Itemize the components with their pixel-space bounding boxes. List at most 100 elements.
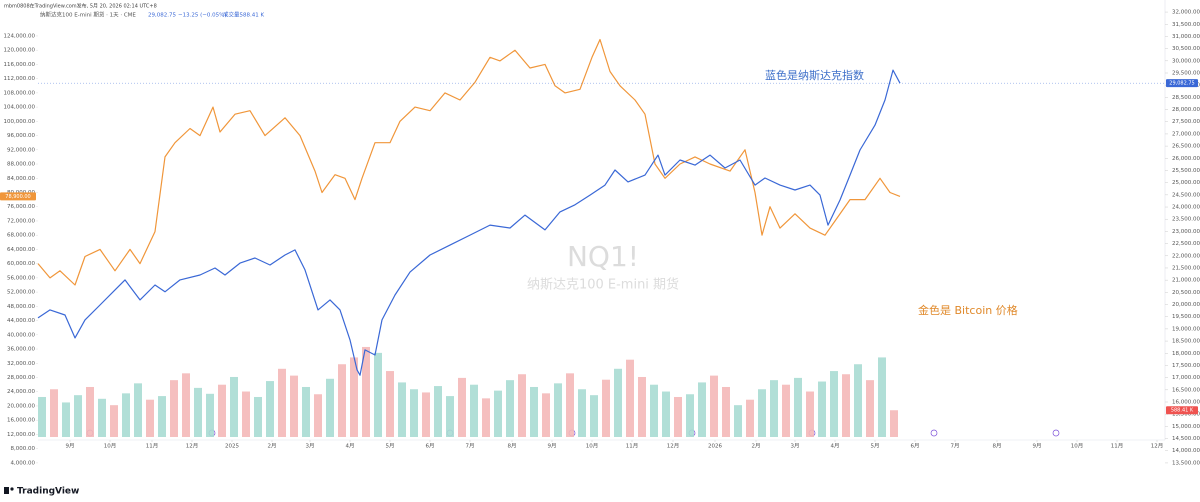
x-tick-label: 9月	[1033, 443, 1042, 450]
volume-bar	[158, 396, 166, 437]
series-line	[37, 38, 901, 286]
volume-bar	[374, 352, 382, 437]
x-tick-label: 10月	[1071, 443, 1084, 450]
volume-bar	[410, 389, 418, 437]
y2-tick-label: 20,000.00	[1172, 302, 1200, 308]
y2-tick-label: 25,500.00	[1172, 168, 1200, 174]
y2-tick-label: 32,000.00	[1172, 10, 1200, 16]
x-tick-label: 7月	[466, 443, 475, 450]
volume-bar	[662, 391, 670, 437]
y2-tick-label: 24,500.00	[1172, 192, 1200, 198]
volume-bar	[218, 384, 226, 437]
y2-tick-label: 28,000.00	[1172, 107, 1200, 113]
x-tick-label: 12月	[186, 443, 199, 450]
y-tick-label: 72,000.00	[7, 218, 35, 224]
y2-tick-label: 21,000.00	[1172, 278, 1200, 284]
y2-tick-label: 15,500.00	[1172, 412, 1200, 418]
x-tick-label: 4月	[346, 443, 355, 450]
volume-bar	[362, 346, 370, 437]
y-tick-label: 36,000.00	[7, 347, 35, 353]
y2-tick-label: 23,000.00	[1172, 229, 1200, 235]
volume-bar	[542, 393, 550, 437]
y2-tick-label: 26,000.00	[1172, 156, 1200, 162]
legend-volume: 成交量588.41 K	[223, 11, 264, 19]
y-tick-label: 100,000.00	[4, 119, 36, 125]
y2-tick-label: 30,500.00	[1172, 46, 1200, 52]
logo-mark	[4, 487, 14, 494]
volume-bar	[266, 381, 274, 437]
x-tick-label: 12月	[1151, 443, 1164, 450]
y2-tick-label: 22,000.00	[1172, 253, 1200, 259]
x-tick-label: 11月	[146, 443, 159, 450]
volume-bar	[422, 392, 430, 437]
volume-bar	[710, 375, 718, 437]
price-tag-label: 29,082.75	[1169, 81, 1194, 87]
y-tick-label: 84,000.00	[7, 176, 35, 182]
volume-bar	[170, 380, 178, 437]
watermark-subtitle: 纳斯达克100 E-mini 期货	[527, 277, 679, 293]
y2-tick-label: 27,500.00	[1172, 119, 1200, 125]
y2-tick-label: 23,500.00	[1172, 217, 1200, 223]
volume-bar	[482, 398, 490, 437]
y-tick-label: 24,000.00	[7, 389, 35, 395]
y2-tick-label: 15,000.00	[1172, 424, 1200, 430]
logo: TradingView	[17, 487, 79, 497]
volume-bar	[842, 374, 850, 437]
x-tick-label: 2025	[225, 444, 239, 450]
x-tick-label: 5月	[871, 443, 880, 450]
x-tick-label: 4月	[831, 443, 840, 450]
y-tick-label: 8,000.00	[11, 446, 36, 452]
volume-bar	[818, 381, 826, 437]
volume-bar	[458, 377, 466, 437]
y-tick-label: 108,000.00	[4, 90, 36, 96]
x-tick-label: 10月	[104, 443, 117, 450]
y2-tick-label: 31,000.00	[1172, 34, 1200, 40]
header: mbm0808在TradingView.com发布, 5月 20, 2026 0…	[4, 3, 157, 10]
y2-tick-label: 17,000.00	[1172, 375, 1200, 381]
x-tick-label: 9月	[548, 443, 557, 450]
volume-bar	[182, 373, 190, 437]
y2-tick-label: 18,000.00	[1172, 351, 1200, 357]
volume-bar	[134, 383, 142, 437]
y-tick-label: 88,000.00	[7, 162, 35, 168]
y2-tick-label: 25,000.00	[1172, 180, 1200, 186]
volume-bar	[734, 405, 742, 437]
y-tick-label: 56,000.00	[7, 275, 35, 281]
y-tick-label: 68,000.00	[7, 233, 35, 239]
x-tick-label: 2月	[752, 443, 761, 450]
volume-bar	[206, 393, 214, 437]
y-tick-label: 60,000.00	[7, 261, 35, 267]
volume-bar	[98, 398, 106, 437]
y-tick-label: 116,000.00	[4, 62, 36, 68]
volume-tag-label: 588.41 K	[1171, 408, 1194, 414]
volume-bar	[146, 399, 154, 437]
y-tick-label: 28,000.00	[7, 375, 35, 381]
x-tick-label: 8月	[993, 443, 1002, 450]
volume-bar	[554, 383, 562, 437]
volume-bar	[110, 405, 118, 437]
volume-bar	[698, 382, 706, 437]
x-tick-label: 10月	[586, 443, 599, 450]
volume-bar	[530, 386, 538, 437]
y2-tick-label: 27,000.00	[1172, 131, 1200, 137]
volume-bar	[50, 389, 58, 437]
volume-bar	[566, 373, 574, 437]
volume-bar	[686, 394, 694, 437]
volume-bar	[830, 371, 838, 437]
volume-bar	[278, 368, 286, 437]
y-tick-label: 4,000.00	[11, 460, 36, 466]
y-tick-label: 32,000.00	[7, 361, 35, 367]
y2-tick-label: 31,500.00	[1172, 22, 1200, 28]
y2-tick-label: 22,500.00	[1172, 241, 1200, 247]
volume-bar	[86, 386, 94, 437]
volume-bar	[470, 384, 478, 437]
volume-bar	[494, 390, 502, 437]
legend-text: 纳斯达克100 E-mini 期货 · 1天 · CME	[40, 11, 136, 19]
volume-bar	[806, 391, 814, 437]
volume-tag	[1166, 406, 1198, 415]
volume-bar	[722, 386, 730, 437]
volume-bar	[794, 377, 802, 437]
x-tick-label: 3月	[791, 443, 800, 450]
x-tick-label: 11月	[626, 443, 639, 450]
volume-bar	[74, 395, 82, 437]
